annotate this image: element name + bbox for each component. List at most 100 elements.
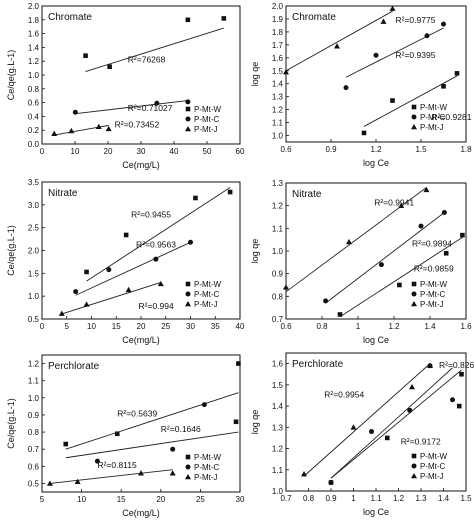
legend-marker — [185, 454, 191, 460]
y-tick-label: 1.6 — [272, 54, 284, 63]
y-tick-label: 1.5 — [28, 269, 40, 278]
data-point — [125, 286, 132, 293]
y-tick-label: 1.0 — [28, 394, 40, 403]
y-axis-label: log qe — [250, 62, 260, 87]
x-tick-label: 10 — [87, 322, 96, 331]
x-tick-label: 30 — [236, 495, 245, 504]
data-point — [409, 383, 415, 390]
data-point — [58, 310, 65, 316]
legend-item: P-Mt-W — [411, 280, 448, 289]
y-tick-label: 0.6 — [28, 99, 40, 108]
legend-item: P-Mt-W — [185, 453, 222, 462]
data-point — [350, 424, 357, 430]
legend-marker — [185, 281, 191, 287]
y-tick-label: 0.7 — [28, 445, 40, 454]
x-tick-label: 5 — [40, 495, 45, 504]
legend-marker — [185, 474, 191, 480]
legend-item: P-Mt-C — [185, 463, 220, 472]
y-tick-label: 1.1 — [272, 224, 284, 233]
legend-item: P-Mt-C — [185, 115, 220, 124]
legend-label: P-Mt-J — [420, 123, 444, 132]
y-tick-label: 0.4 — [28, 112, 40, 121]
y-tick-label: 1.2 — [272, 106, 284, 115]
x-tick-label: 50 — [203, 147, 212, 156]
data-point — [154, 100, 160, 106]
y-tick-label: 1.3 — [272, 93, 284, 102]
x-tick-label: 25 — [161, 322, 170, 331]
data-point — [169, 470, 176, 476]
data-point — [114, 431, 120, 437]
fit-line — [285, 10, 393, 72]
y-axis-label: log qe — [250, 239, 260, 264]
series-p-mt-c — [73, 239, 193, 296]
legend-marker — [185, 301, 191, 307]
legend-marker — [411, 291, 417, 297]
data-point — [450, 397, 455, 403]
series-p-mt-j — [283, 5, 396, 75]
x-axis-label: log Ce — [363, 158, 389, 168]
y-tick-label: 1.8 — [28, 16, 40, 25]
x-tick-label: 0.9 — [325, 494, 337, 503]
data-point — [138, 470, 144, 476]
legend-marker — [411, 114, 417, 120]
data-point — [369, 429, 374, 435]
legend-marker — [411, 281, 417, 287]
data-point — [157, 280, 164, 287]
data-point — [427, 362, 433, 369]
legend-label: P-Mt-W — [194, 453, 222, 462]
chart-title: Perchlorate — [48, 361, 100, 372]
fit-line — [285, 187, 427, 293]
x-tick-label: 1 — [356, 322, 361, 331]
r2-annotation: R²=0.9859 — [414, 263, 454, 273]
x-tick-label: 0.6 — [280, 145, 292, 154]
chart-title: Nitrate — [48, 188, 78, 199]
legend-marker — [411, 104, 417, 110]
x-tick-label: 0.7 — [280, 494, 292, 503]
data-point — [390, 98, 395, 103]
x-tick-label: 1.6 — [460, 322, 472, 331]
y-tick-label: 1.2 — [272, 445, 284, 454]
legend-label: P-Mt-J — [194, 473, 218, 482]
data-point — [236, 361, 241, 366]
r2-annotation: R²=0.9455 — [131, 210, 171, 220]
y-tick-label: 0.2 — [28, 126, 40, 135]
y-tick-label: 0.8 — [272, 292, 284, 301]
x-tick-label: 15 — [117, 495, 126, 504]
fit-line — [61, 282, 161, 315]
fit-line — [86, 187, 231, 282]
y-tick-label: 1.3 — [272, 179, 284, 188]
y-tick-label: 1.1 — [272, 119, 284, 128]
legend-label: P-Mt-C — [420, 462, 446, 471]
chart-panel: 0.7 0.8 0.9 1 1.1 1.2 1.3 1.4 1.5 1.0 1.1 1.2 1.3 1.4… — [250, 352, 474, 517]
y-tick-label: 1.7 — [272, 41, 284, 50]
r2-annotation: R²=0.73452 — [115, 119, 160, 129]
y-tick-label: 1.6 — [28, 30, 40, 39]
data-point — [84, 269, 89, 275]
legend-item: P-Mt-C — [411, 462, 446, 471]
y-tick-label: 3.5 — [28, 178, 40, 187]
legend-item: P-Mt-C — [411, 113, 446, 122]
r2-annotation: R²=0.5639 — [117, 409, 157, 419]
data-point — [193, 195, 198, 201]
y-axis-label: log qe — [250, 410, 260, 435]
data-point — [328, 480, 334, 486]
data-point — [407, 407, 413, 413]
data-point — [68, 127, 75, 134]
series-p-mt-w — [337, 232, 465, 318]
data-point — [170, 446, 176, 452]
data-point — [51, 130, 58, 136]
x-tick-label: 1.4 — [438, 494, 450, 503]
x-axis-label: Ce(mg/L) — [122, 160, 160, 170]
data-point — [323, 298, 329, 304]
y-tick-label: 1.2 — [28, 57, 40, 66]
series-p-mt-j — [301, 362, 433, 477]
data-point — [201, 402, 207, 408]
data-point — [73, 289, 79, 295]
legend-label: P-Mt-C — [420, 113, 446, 122]
r2-annotation: R²=0.9395 — [396, 50, 436, 60]
legend-label: P-Mt-W — [420, 452, 448, 461]
data-point — [460, 232, 465, 238]
y-axis-label: Ce/qe(g.L-1) — [6, 225, 16, 276]
x-tick-label: 1.1 — [370, 494, 382, 503]
